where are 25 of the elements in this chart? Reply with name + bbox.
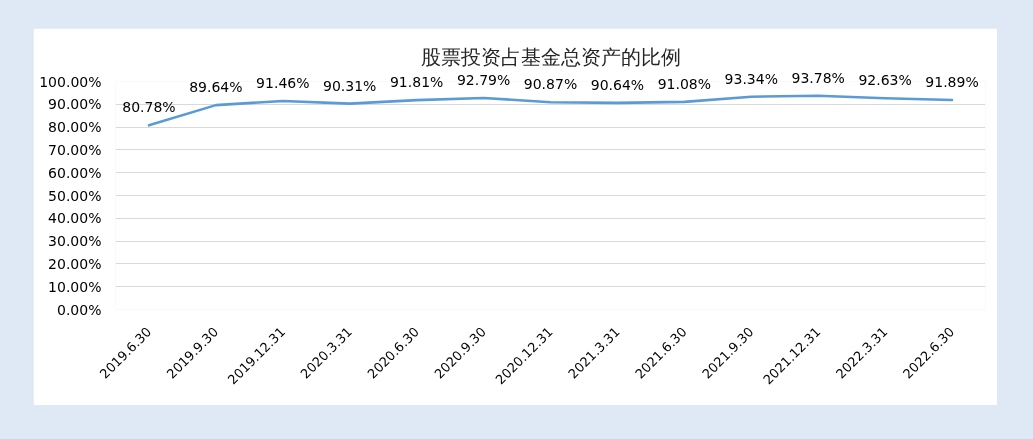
- data-label: 89.64%: [189, 79, 243, 96]
- data-label: 91.08%: [657, 75, 712, 92]
- data-label: 91.46%: [256, 74, 310, 91]
- y-tick-label: 0.00%: [57, 301, 102, 318]
- y-tick-label: 60.00%: [48, 164, 102, 181]
- y-tick-label: 50.00%: [48, 187, 102, 204]
- chart-title: 股票投资占基金总资产的比例: [420, 44, 681, 69]
- data-label: 91.81%: [389, 74, 444, 91]
- y-tick-label: 10.00%: [48, 278, 102, 295]
- data-label: 91.89%: [925, 73, 979, 90]
- data-label: 80.78%: [122, 99, 176, 116]
- data-label: 92.79%: [456, 71, 511, 88]
- y-tick-label: 80.00%: [48, 119, 102, 136]
- data-label: 93.34%: [724, 70, 778, 87]
- data-label: 90.87%: [523, 76, 578, 93]
- y-tick-label: 70.00%: [48, 141, 102, 158]
- data-label: 90.64%: [590, 76, 645, 93]
- y-tick-label: 90.00%: [48, 96, 102, 113]
- data-label: 92.63%: [858, 72, 912, 89]
- data-label: 90.31%: [323, 77, 377, 94]
- y-tick-label: 40.00%: [48, 210, 102, 227]
- y-tick-label: 100.00%: [39, 73, 102, 90]
- y-tick-label: 20.00%: [48, 255, 102, 272]
- data-label: 93.78%: [791, 69, 845, 86]
- y-tick-label: 30.00%: [48, 233, 102, 250]
